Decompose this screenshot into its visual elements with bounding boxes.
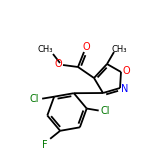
Text: N: N — [121, 84, 129, 94]
Text: Cl: Cl — [29, 94, 39, 104]
Text: Cl: Cl — [101, 105, 111, 116]
Text: O: O — [122, 66, 130, 76]
Text: F: F — [42, 140, 48, 150]
Text: O: O — [82, 42, 90, 52]
Text: CH₃: CH₃ — [111, 45, 127, 54]
Text: O: O — [54, 59, 62, 69]
Text: CH₃: CH₃ — [37, 45, 53, 55]
